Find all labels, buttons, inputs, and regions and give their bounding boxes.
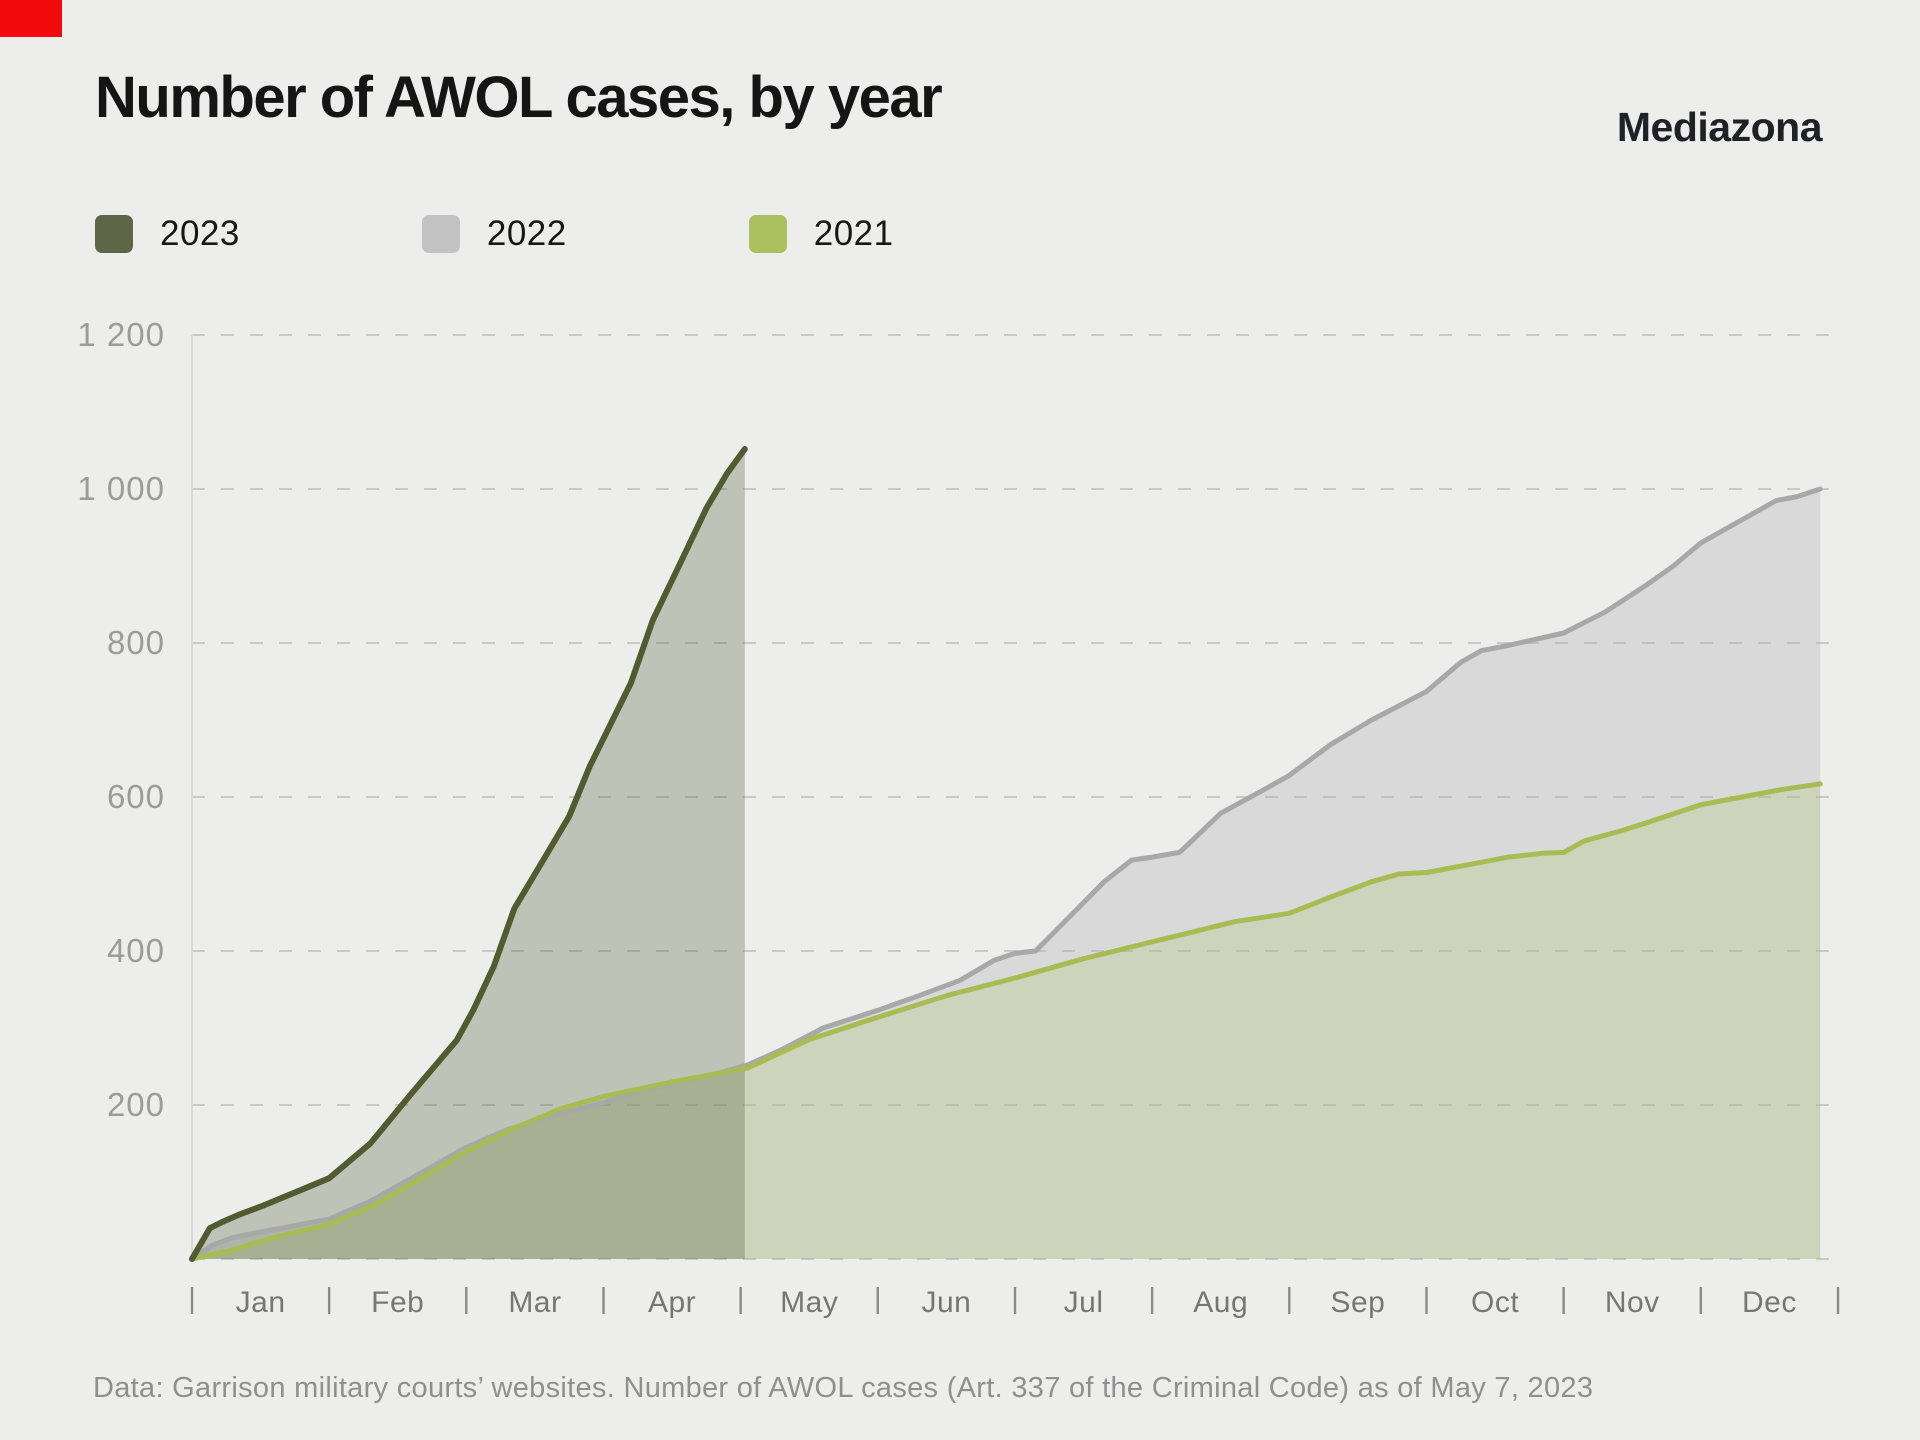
area-2023 [192, 449, 745, 1259]
legend-swatch-2021 [748, 215, 787, 253]
x-month-label-Sep: Sep [1330, 1286, 1386, 1319]
x-tick-separator: | [462, 1283, 471, 1315]
legend-swatch-2022 [421, 215, 460, 253]
x-tick-separator: | [599, 1283, 608, 1315]
y-tick-label-200: 200 [106, 1086, 165, 1123]
brand-logo: Mediazona [1616, 104, 1823, 150]
x-tick-separator: | [1559, 1283, 1568, 1315]
legend-label: 2022 [486, 214, 567, 253]
x-month-label-Jun: Jun [921, 1286, 972, 1319]
x-tick-separator: | [874, 1283, 882, 1315]
area-2022 [192, 489, 1821, 1259]
x-tick-separator: | [1285, 1283, 1294, 1315]
source-note: Data: Garrison military courts’ websites… [93, 1372, 1594, 1404]
x-tick-separator: | [188, 1283, 196, 1315]
legend-item-2023: 2023 [95, 214, 240, 254]
x-month-label-Oct: Oct [1470, 1286, 1520, 1319]
x-month-label-Dec: Dec [1741, 1286, 1797, 1319]
x-tick-separator: | [1148, 1283, 1156, 1315]
line-2022 [189, 486, 1823, 1262]
y-tick-label-400: 400 [106, 932, 165, 969]
x-month-label-Jul: Jul [1063, 1286, 1104, 1319]
y-tick-label-1200: 1 200 [77, 316, 165, 353]
legend-label: 2023 [160, 214, 240, 253]
legend-item-2022: 2022 [421, 214, 567, 254]
chart-legend: 2023 2022 2021 [95, 214, 894, 254]
x-month-label-Nov: Nov [1604, 1286, 1660, 1319]
x-month-label-May: May [780, 1286, 839, 1319]
x-tick-separator: | [1697, 1283, 1705, 1315]
legend-label: 2021 [813, 214, 894, 253]
x-month-label-Apr: Apr [647, 1286, 697, 1319]
line-2023 [189, 446, 748, 1262]
y-tick-label-800: 800 [106, 624, 165, 661]
x-month-label-Feb: Feb [371, 1286, 425, 1319]
x-tick-separator: | [325, 1283, 333, 1315]
x-tick-separator: | [1834, 1283, 1842, 1315]
y-tick-label-1000: 1 000 [77, 470, 165, 507]
y-tick-label-600: 600 [106, 778, 165, 815]
x-month-label-Jan: Jan [235, 1286, 286, 1319]
x-tick-separator: | [1011, 1283, 1019, 1315]
screen-corner-marker [0, 0, 62, 37]
legend-item-2021: 2021 [748, 214, 894, 254]
x-month-label-Mar: Mar [508, 1286, 562, 1319]
page-title: Number of AWOL cases, by year [95, 65, 943, 130]
area-2021 [192, 783, 1821, 1259]
legend-swatch-2023 [95, 215, 133, 253]
x-tick-separator: | [736, 1283, 745, 1315]
line-2021 [189, 781, 1823, 1262]
x-month-label-Aug: Aug [1193, 1286, 1249, 1319]
x-tick-separator: | [1422, 1283, 1431, 1315]
